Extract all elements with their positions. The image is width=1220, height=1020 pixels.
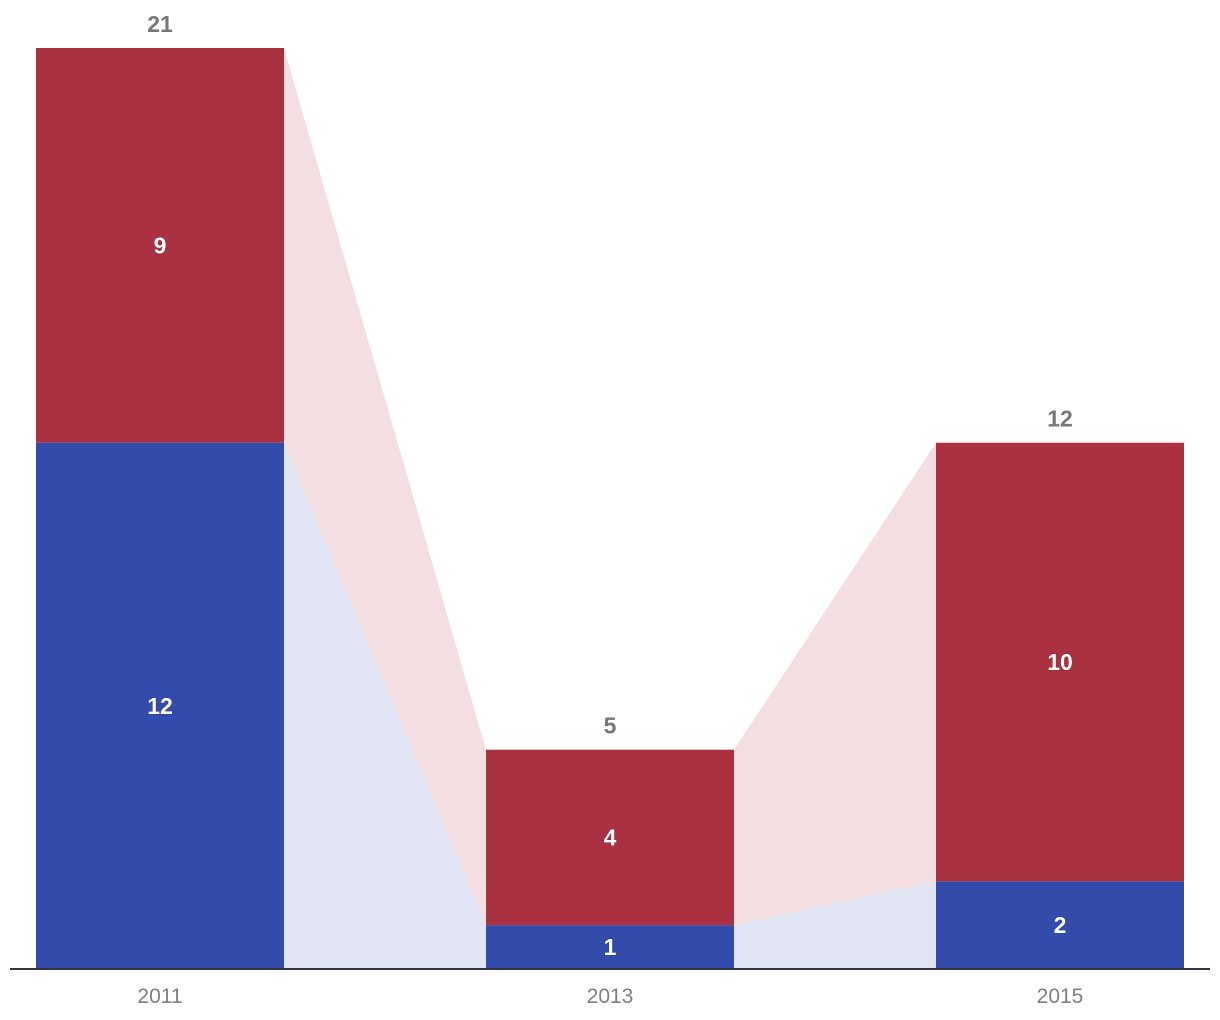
data-label-2013-s2: 4 [604,824,617,850]
x-tick-label-2013: 2013 [587,985,634,1008]
data-label-2013-s1: 1 [604,934,617,960]
flow-band-2011-2013-s1 [284,442,486,969]
x-tick-labels: 2011 2013 2015 [137,985,1083,1008]
data-label-2011-s2: 9 [154,232,167,258]
total-label-2011: 21 [147,11,173,37]
bar-segment-2011-s2 [36,48,284,443]
bar-segment-2015-s2 [936,442,1184,882]
flow-band-2013-2015-s1 [734,881,936,969]
bar-group [36,48,1184,969]
data-label-2011-s1: 12 [147,693,173,719]
bar-segment-2013-s1 [486,925,734,969]
bar-segment-2011-s1 [36,442,284,969]
x-tick-label-2015: 2015 [1037,985,1084,1008]
bar-segment-2015-s1 [936,881,1184,969]
data-label-2015-s1: 2 [1054,912,1067,938]
total-label-2015: 12 [1047,406,1073,432]
label-group: 12 9 21 1 4 5 2 10 12 [147,11,1074,961]
total-label-2013: 5 [604,713,617,739]
x-tick-label-2011: 2011 [137,985,182,1008]
flow-band-2011-2013-s2 [284,48,486,926]
data-label-2015-s2: 10 [1047,649,1073,675]
flow-band-2013-2015-s2 [734,442,936,926]
flow-bands [284,48,936,969]
bar-segment-2013-s2 [486,749,734,926]
